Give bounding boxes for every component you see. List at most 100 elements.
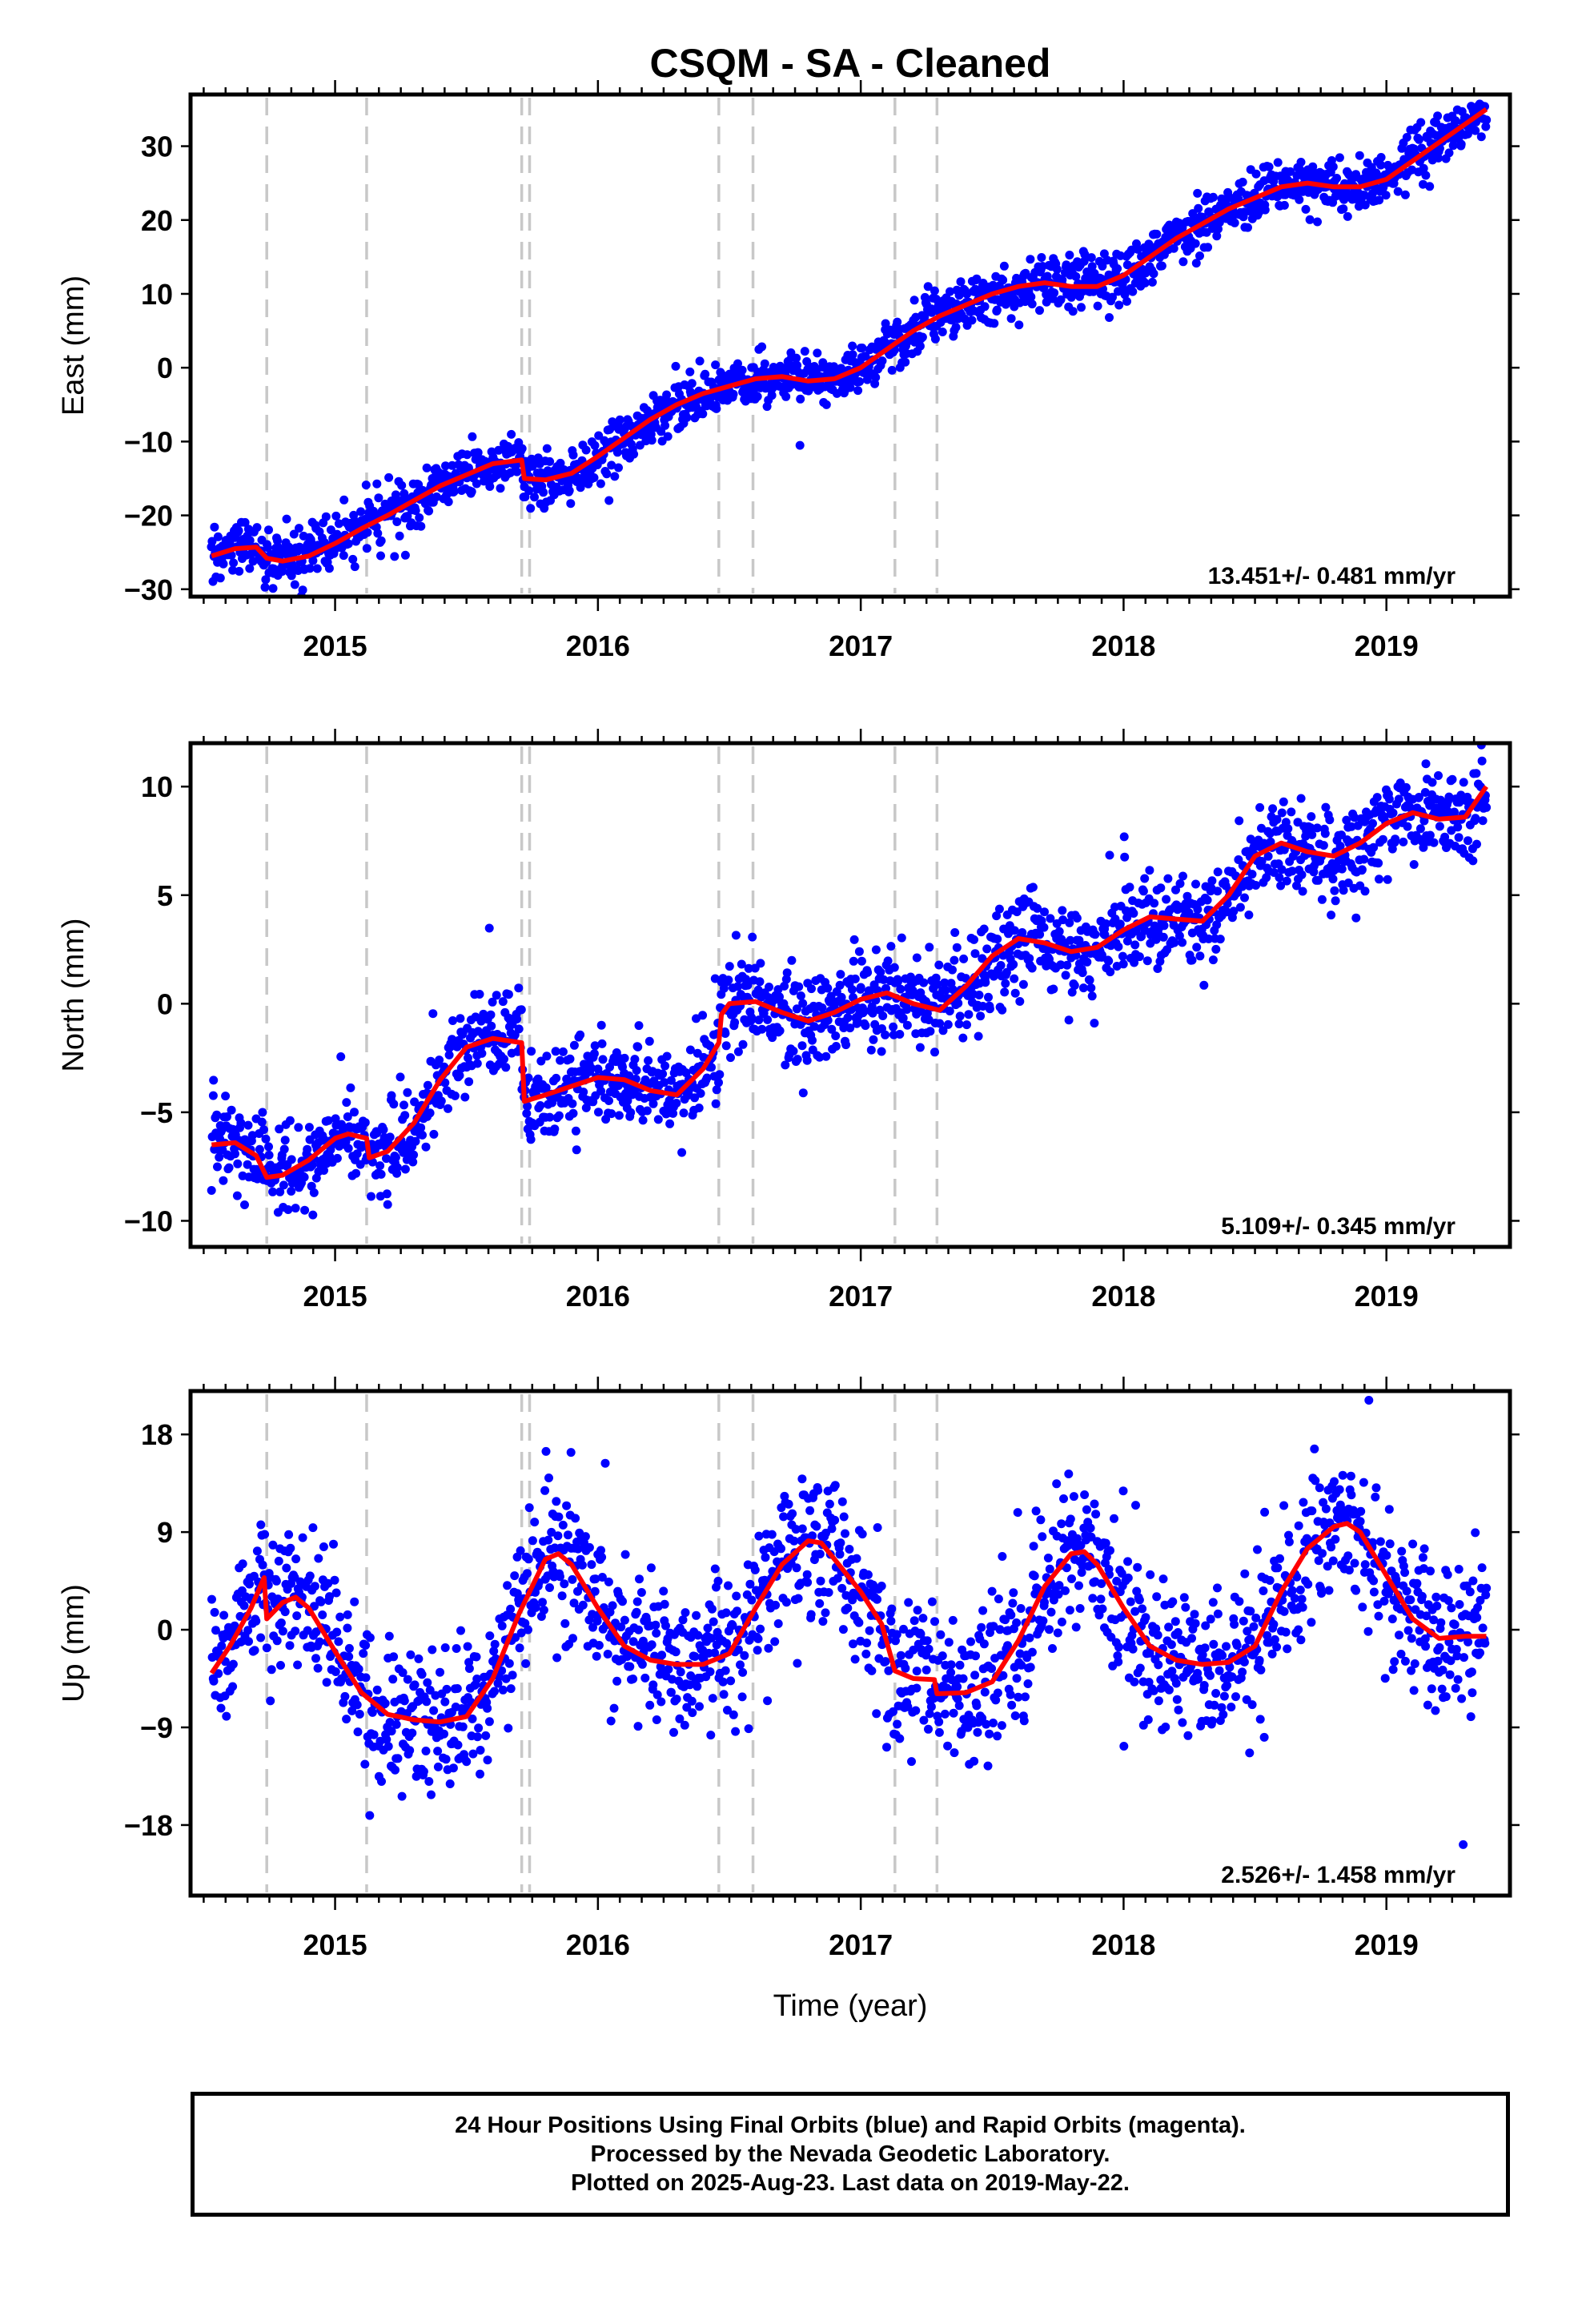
data-point <box>1317 698 1326 706</box>
data-point <box>294 1123 303 1132</box>
x-tick-label: 2017 <box>829 629 893 662</box>
data-point <box>424 1777 434 1786</box>
data-point <box>421 1747 431 1755</box>
data-point <box>729 1710 738 1719</box>
data-point <box>267 1665 276 1675</box>
data-point <box>680 1720 689 1730</box>
data-point <box>285 1641 295 1651</box>
data-point <box>803 1578 813 1587</box>
data-point <box>1444 792 1454 802</box>
data-point <box>1456 139 1466 149</box>
data-point <box>298 1533 307 1542</box>
data-point <box>1191 239 1200 248</box>
data-point <box>895 1030 905 1039</box>
data-point <box>979 924 989 934</box>
data-point <box>428 1645 437 1655</box>
data-point <box>733 982 743 991</box>
data-point <box>597 1553 607 1562</box>
data-point <box>468 1749 478 1759</box>
data-point <box>744 1724 753 1734</box>
data-point <box>675 1714 685 1723</box>
data-point <box>881 1030 890 1039</box>
data-point <box>256 1633 266 1642</box>
data-point <box>312 564 322 573</box>
data-point <box>1402 133 1411 142</box>
data-point <box>696 1088 705 1098</box>
data-point <box>603 1650 612 1659</box>
data-point <box>1401 782 1411 792</box>
data-point <box>1151 935 1161 944</box>
data-point <box>390 552 400 561</box>
data-point <box>472 479 481 489</box>
data-point <box>514 983 524 993</box>
data-point <box>210 1607 219 1617</box>
data-point <box>1399 837 1408 846</box>
data-point <box>817 1003 827 1012</box>
data-point <box>934 1727 944 1737</box>
figure-title: CSQM - SA - Cleaned <box>650 41 1051 86</box>
data-point <box>590 1586 600 1596</box>
data-point <box>501 1674 511 1683</box>
data-point <box>314 1554 323 1563</box>
data-point <box>530 1518 540 1527</box>
data-point <box>1170 938 1179 947</box>
data-point <box>648 1680 658 1690</box>
data-point <box>558 1047 568 1056</box>
data-point <box>1419 816 1429 826</box>
data-point <box>560 1579 569 1589</box>
plot-frame-east <box>188 92 1512 599</box>
data-point <box>219 1176 228 1185</box>
data-point <box>521 1659 531 1668</box>
data-point <box>736 1660 745 1670</box>
data-point <box>1013 1508 1022 1518</box>
data-point <box>276 1661 285 1670</box>
data-point <box>694 1104 704 1112</box>
data-point <box>258 1108 267 1117</box>
data-point <box>679 1108 689 1118</box>
data-point <box>581 445 591 455</box>
data-point <box>1093 301 1102 311</box>
data-point <box>239 1601 249 1610</box>
data-point <box>266 1696 275 1706</box>
data-point <box>1007 1700 1017 1710</box>
data-point <box>1211 944 1221 954</box>
data-point <box>245 536 255 545</box>
data-point <box>429 1706 439 1715</box>
data-point <box>634 1021 644 1031</box>
data-point <box>845 1023 855 1033</box>
data-point <box>1045 1564 1054 1574</box>
data-point <box>614 1111 624 1120</box>
data-point <box>1068 307 1078 316</box>
data-point <box>1355 151 1364 160</box>
data-point <box>1414 793 1423 802</box>
data-point <box>955 1011 965 1021</box>
data-point <box>726 1676 736 1686</box>
data-point <box>1277 865 1287 875</box>
data-point <box>871 372 881 382</box>
data-point <box>966 1637 975 1647</box>
data-point <box>861 1021 870 1031</box>
data-point <box>681 1608 690 1618</box>
data-point <box>1191 259 1201 268</box>
data-point <box>729 389 738 399</box>
data-point <box>750 1565 760 1574</box>
data-point <box>1339 204 1348 214</box>
data-point <box>760 359 769 368</box>
data-point <box>303 1144 312 1154</box>
data-point <box>678 1615 688 1625</box>
data-point <box>1240 893 1249 903</box>
data-point <box>1260 205 1270 215</box>
data-point <box>833 1574 842 1583</box>
data-point <box>711 1099 721 1108</box>
data-point <box>1415 824 1425 834</box>
data-point <box>359 1649 368 1659</box>
data-point <box>228 1659 238 1669</box>
data-point <box>393 1754 403 1763</box>
data-point <box>1268 804 1278 814</box>
data-point <box>1150 899 1159 908</box>
data-point <box>1287 807 1296 817</box>
data-point <box>877 356 887 366</box>
data-point <box>721 1666 730 1675</box>
data-point <box>628 1675 638 1683</box>
data-point <box>273 536 282 545</box>
